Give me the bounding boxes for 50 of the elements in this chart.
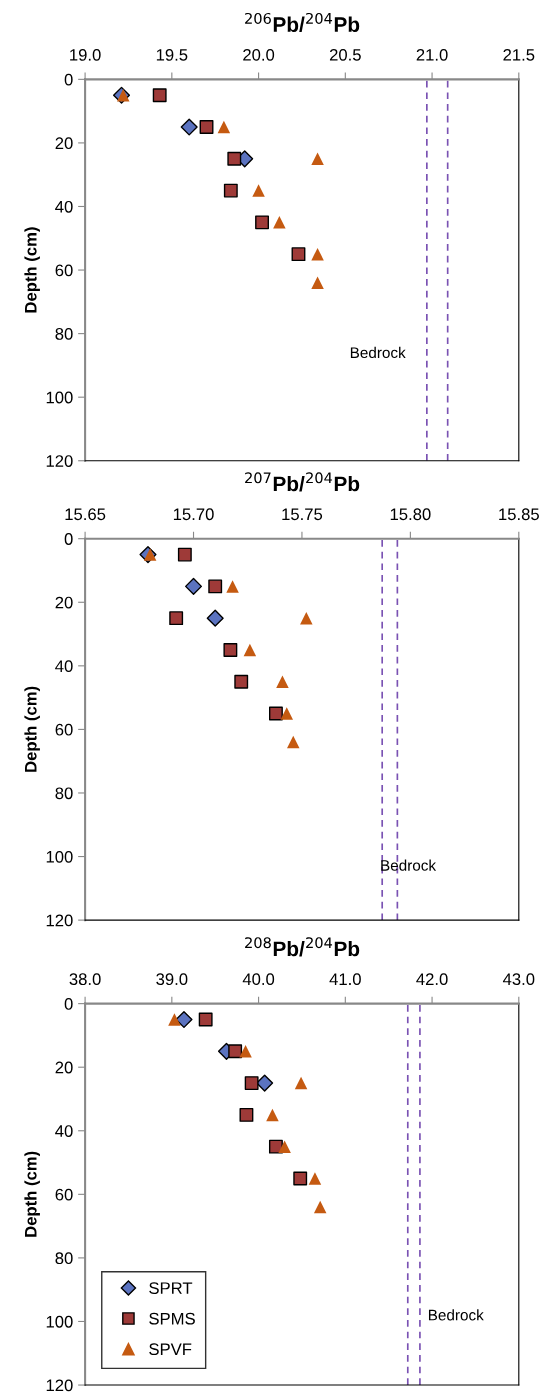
y-tick-label: 80 bbox=[55, 1252, 73, 1265]
y-tick-label: 100 bbox=[46, 391, 73, 404]
y-tick-label: 20 bbox=[55, 137, 73, 150]
y-tick-label: 100 bbox=[46, 850, 73, 863]
x-tick-label: 15.70 bbox=[173, 508, 214, 521]
x-tick-label: 40.0 bbox=[242, 973, 275, 986]
x-tick-label: 21.0 bbox=[416, 48, 448, 61]
x-tick-label: 41.0 bbox=[329, 973, 361, 986]
y-tick-label: 100 bbox=[46, 1315, 73, 1328]
x-tick-label: 38.0 bbox=[69, 973, 101, 986]
y-tick-label: 0 bbox=[64, 73, 73, 86]
y-tick-label: 40 bbox=[55, 200, 73, 213]
x-tick-label: 15.80 bbox=[390, 508, 431, 521]
chart-title: $^{207}$Pb/$^{204}$Pb bbox=[245, 472, 360, 492]
y-tick-label: 120 bbox=[46, 914, 73, 927]
x-tick-label: 43.0 bbox=[502, 973, 535, 986]
x-tick-label: 20.5 bbox=[329, 48, 361, 61]
x-tick-label: 15.75 bbox=[282, 508, 323, 521]
annotation: Bedrock bbox=[350, 346, 406, 359]
y-axis-title: Depth (cm) bbox=[24, 227, 40, 313]
y-tick-label: 40 bbox=[55, 660, 73, 673]
y-tick-label: 60 bbox=[55, 723, 73, 736]
y-tick-label: 80 bbox=[55, 787, 73, 800]
y-tick-label: 80 bbox=[55, 328, 73, 340]
y-tick-label: 40 bbox=[55, 1125, 73, 1137]
x-tick-label: 19.0 bbox=[70, 48, 101, 61]
y-axis-title: Depth (cm) bbox=[24, 686, 40, 772]
y-tick-label: 60 bbox=[55, 1188, 73, 1201]
x-tick-label: 15.85 bbox=[499, 508, 539, 521]
chart-title: $^{208}$Pb/$^{204}$Pb bbox=[245, 937, 360, 957]
y-axis-title: Depth (cm) bbox=[24, 1151, 40, 1237]
x-tick-label: 21.5 bbox=[503, 48, 535, 61]
y-tick-label: 0 bbox=[64, 998, 73, 1010]
x-tick-label: 19.5 bbox=[156, 48, 188, 61]
y-tick-label: 20 bbox=[55, 1061, 73, 1074]
annotation: Bedrock bbox=[428, 1309, 484, 1321]
legend-label: SPVF bbox=[149, 1343, 192, 1356]
y-tick-label: 120 bbox=[46, 1379, 73, 1392]
x-tick-label: 39.0 bbox=[156, 973, 188, 986]
annotation: Bedrock bbox=[381, 859, 437, 871]
y-tick-label: 60 bbox=[55, 264, 73, 277]
chart-title: $^{206}$Pb/$^{204}$Pb bbox=[245, 12, 360, 33]
y-tick-label: 120 bbox=[46, 455, 73, 467]
y-tick-label: 0 bbox=[64, 533, 73, 545]
y-tick-label: 20 bbox=[55, 596, 73, 609]
x-tick-label: 42.0 bbox=[416, 973, 448, 986]
x-tick-label: 15.65 bbox=[65, 508, 106, 521]
legend-label: SPRT bbox=[149, 1282, 193, 1295]
x-tick-label: 20.0 bbox=[243, 48, 275, 61]
legend-label: SPMS bbox=[149, 1312, 195, 1325]
